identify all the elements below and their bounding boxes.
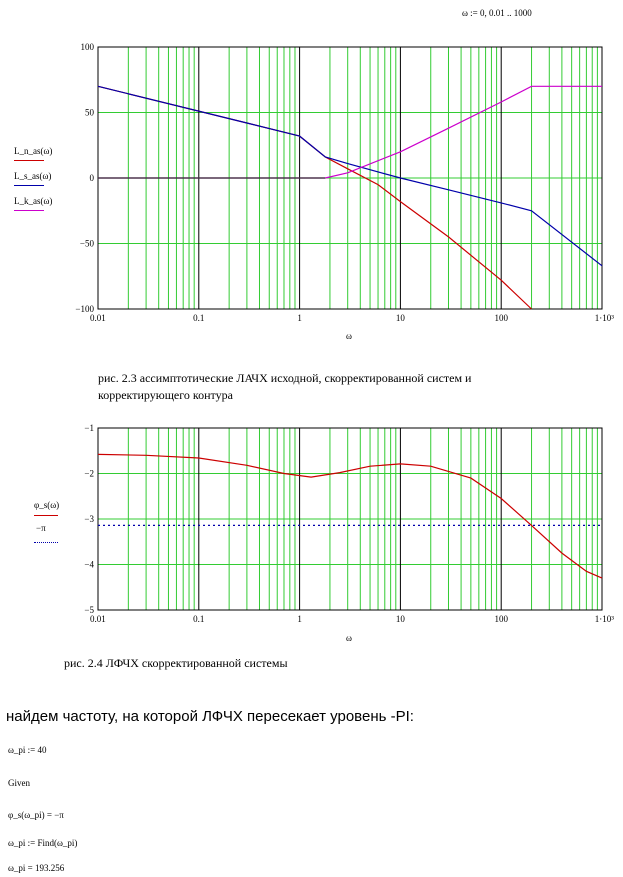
x-tick-label: 10 (396, 313, 406, 323)
math-line-result: ω_pi = 193.256 (8, 863, 65, 873)
legend-line-phi-s (34, 515, 58, 516)
section-heading: найдем частоту, на которой ЛФЧХ пересека… (6, 708, 414, 725)
math-line-initial-guess: ω_pi := 40 (8, 745, 47, 755)
series-line-2 (98, 85, 602, 179)
y-tick-label: −2 (84, 469, 94, 479)
x-tick-label: 1·10³ (595, 313, 614, 323)
x-axis-label: ω (346, 331, 352, 341)
math-line-equation: φ_s(ω_pi) = −π (8, 810, 64, 820)
y-tick-label: −100 (75, 304, 94, 314)
series-line-1 (97, 85, 603, 267)
legend-line-l-n (14, 160, 44, 161)
x-tick-label: 1·10³ (595, 614, 614, 624)
legend-label-l-s: L_s_as(ω) (14, 171, 52, 181)
y-tick-label: −1 (84, 423, 94, 433)
legend-label-l-n: L_n_as(ω) (14, 146, 53, 156)
plot-frame (97, 427, 603, 611)
legend-line-l-k (14, 210, 44, 211)
x-tick-label: 0.1 (193, 313, 204, 323)
y-tick-label: 50 (85, 108, 95, 118)
y-tick-label: −3 (84, 514, 94, 524)
x-tick-label: 1 (297, 313, 302, 323)
x-tick-label: 0.01 (90, 614, 106, 624)
y-tick-label: −50 (80, 239, 95, 249)
series-line-0 (97, 453, 603, 579)
x-tick-label: 100 (494, 313, 508, 323)
legend-label-l-k: L_k_as(ω) (14, 196, 53, 206)
legend-label-minus-pi: −π (36, 523, 46, 533)
x-axis-label: ω (346, 633, 352, 643)
legend-label-phi-s: φ_s(ω) (34, 500, 60, 510)
y-tick-label: 0 (90, 173, 95, 183)
x-tick-label: 10 (396, 614, 406, 624)
x-tick-label: 1 (297, 614, 302, 624)
y-tick-label: 100 (81, 42, 95, 52)
x-tick-label: 100 (494, 614, 508, 624)
legend-line-minus-pi (34, 542, 58, 543)
range-definition: ω := 0, 0.01 .. 1000 (462, 8, 532, 18)
math-line-given: Given (8, 778, 30, 788)
math-line-find: ω_pi := Find(ω_pi) (8, 838, 78, 848)
y-tick-label: −4 (84, 560, 94, 570)
x-tick-label: 0.1 (193, 614, 204, 624)
legend-line-l-s (14, 185, 44, 186)
figure-caption-2-4: рис. 2.4 ЛФЧХ скорректированной системы (64, 656, 288, 670)
y-tick-label: −5 (84, 605, 94, 615)
figure-caption-2-3: рис. 2.3 ассимптотические ЛАЧХ исходной,… (98, 371, 472, 402)
x-tick-label: 0.01 (90, 313, 106, 323)
